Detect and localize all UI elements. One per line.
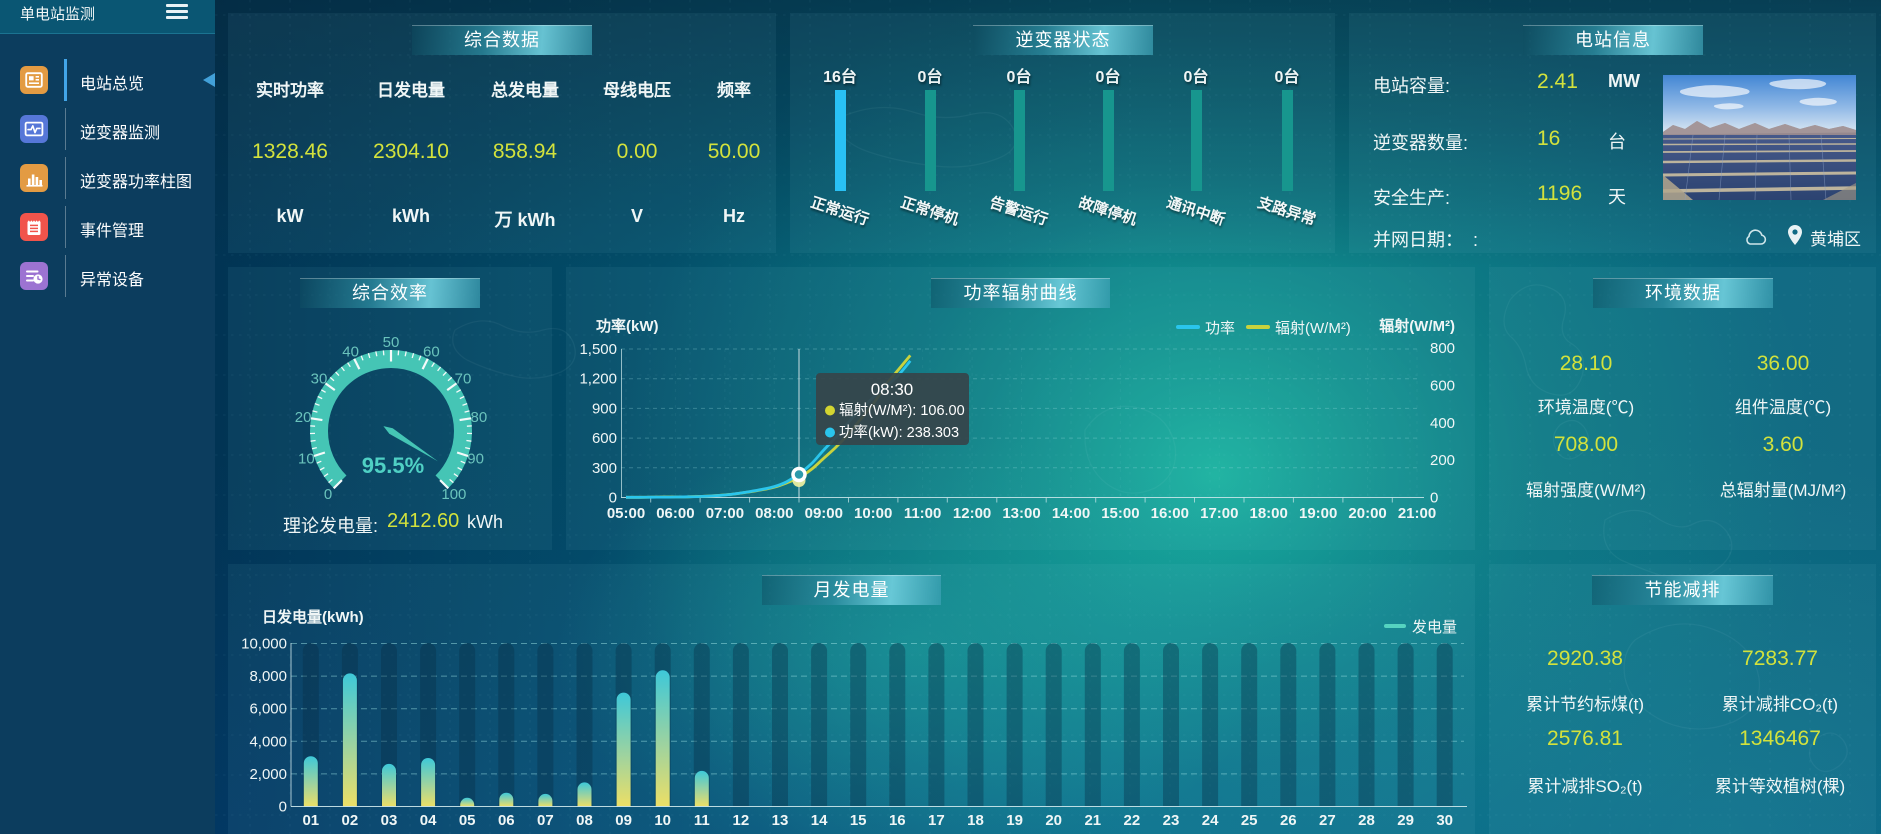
svg-text:08:30: 08:30	[871, 380, 914, 399]
svg-text:03: 03	[381, 812, 398, 829]
svg-text:2,000: 2,000	[249, 766, 287, 783]
svg-text:16: 16	[889, 812, 906, 829]
svg-text:400: 400	[1430, 415, 1455, 432]
svg-text:10: 10	[298, 451, 315, 468]
svg-text:26: 26	[1280, 812, 1297, 829]
svg-text:80: 80	[471, 409, 488, 426]
svg-text:23: 23	[1163, 812, 1180, 829]
svg-text:功率(kW): 功率(kW)	[596, 317, 659, 335]
svg-text:17:00: 17:00	[1200, 505, 1238, 522]
svg-text:发电量: 发电量	[1412, 619, 1457, 636]
svg-text:8,000: 8,000	[249, 668, 287, 685]
svg-text:50: 50	[383, 334, 400, 351]
svg-text:0: 0	[279, 799, 287, 816]
svg-text:辐射(W/M²): 辐射(W/M²)	[1379, 317, 1455, 335]
svg-text:07:00: 07:00	[706, 505, 744, 522]
svg-text:6,000: 6,000	[249, 701, 287, 718]
svg-text:4,000: 4,000	[249, 733, 287, 750]
svg-text:900: 900	[592, 400, 617, 417]
svg-text:27: 27	[1319, 812, 1336, 829]
svg-text:18:00: 18:00	[1250, 505, 1288, 522]
svg-text:1,500: 1,500	[579, 341, 617, 358]
svg-text:02: 02	[342, 812, 359, 829]
svg-text:600: 600	[1430, 377, 1455, 394]
svg-text:300: 300	[592, 460, 617, 477]
svg-text:12:00: 12:00	[953, 505, 991, 522]
svg-text:19:00: 19:00	[1299, 505, 1337, 522]
svg-text:40: 40	[342, 344, 359, 361]
svg-text:06:00: 06:00	[656, 505, 694, 522]
svg-text:19: 19	[1006, 812, 1023, 829]
svg-text:20: 20	[295, 409, 312, 426]
svg-text:10:00: 10:00	[854, 505, 892, 522]
svg-text:0: 0	[1430, 490, 1438, 507]
svg-text:20: 20	[1045, 812, 1062, 829]
svg-text:28: 28	[1358, 812, 1375, 829]
svg-text:05: 05	[459, 812, 476, 829]
svg-text:16:00: 16:00	[1151, 505, 1189, 522]
svg-text:0: 0	[609, 490, 617, 507]
svg-text:10,000: 10,000	[241, 636, 287, 653]
svg-text:04: 04	[420, 812, 437, 829]
svg-text:15:00: 15:00	[1101, 505, 1139, 522]
svg-text:200: 200	[1430, 452, 1455, 469]
svg-text:13: 13	[772, 812, 789, 829]
svg-text:11:00: 11:00	[904, 505, 942, 522]
svg-text:15: 15	[850, 812, 867, 829]
svg-text:17: 17	[928, 812, 945, 829]
svg-text:14: 14	[811, 812, 828, 829]
svg-text:05:00: 05:00	[607, 505, 645, 522]
svg-text:09:00: 09:00	[805, 505, 843, 522]
svg-text:功率: 功率	[1205, 320, 1235, 337]
svg-text:21: 21	[1084, 812, 1101, 829]
svg-text:100: 100	[441, 486, 466, 503]
svg-text:09: 09	[615, 812, 632, 829]
svg-text:1,200: 1,200	[579, 371, 617, 388]
svg-text:07: 07	[537, 812, 554, 829]
svg-text:90: 90	[467, 451, 484, 468]
svg-text:60: 60	[423, 344, 440, 361]
svg-text:30: 30	[311, 371, 328, 388]
svg-text:30: 30	[1436, 812, 1453, 829]
svg-text:06: 06	[498, 812, 515, 829]
svg-text:21:00: 21:00	[1398, 505, 1436, 522]
svg-text:12: 12	[733, 812, 750, 829]
svg-text:辐射(W/M²): 106.00: 辐射(W/M²): 106.00	[839, 402, 965, 419]
svg-text:20:00: 20:00	[1348, 505, 1386, 522]
svg-text:08: 08	[576, 812, 593, 829]
svg-text:25: 25	[1241, 812, 1258, 829]
svg-text:辐射(W/M²): 辐射(W/M²)	[1275, 320, 1351, 337]
svg-text:70: 70	[455, 371, 472, 388]
svg-text:24: 24	[1202, 812, 1219, 829]
svg-text:13:00: 13:00	[1002, 505, 1040, 522]
svg-text:22: 22	[1124, 812, 1141, 829]
svg-text:800: 800	[1430, 340, 1455, 357]
svg-text:08:00: 08:00	[755, 505, 793, 522]
svg-text:18: 18	[967, 812, 984, 829]
svg-text:功率(kW): 238.303: 功率(kW): 238.303	[839, 424, 959, 441]
svg-text:10: 10	[654, 812, 671, 829]
svg-text:14:00: 14:00	[1052, 505, 1090, 522]
svg-text:日发电量(kWh): 日发电量(kWh)	[262, 608, 364, 626]
svg-text:01: 01	[302, 812, 319, 829]
svg-text:11: 11	[694, 812, 710, 829]
svg-text:29: 29	[1397, 812, 1414, 829]
svg-text:600: 600	[592, 430, 617, 447]
svg-text:0: 0	[324, 486, 332, 503]
